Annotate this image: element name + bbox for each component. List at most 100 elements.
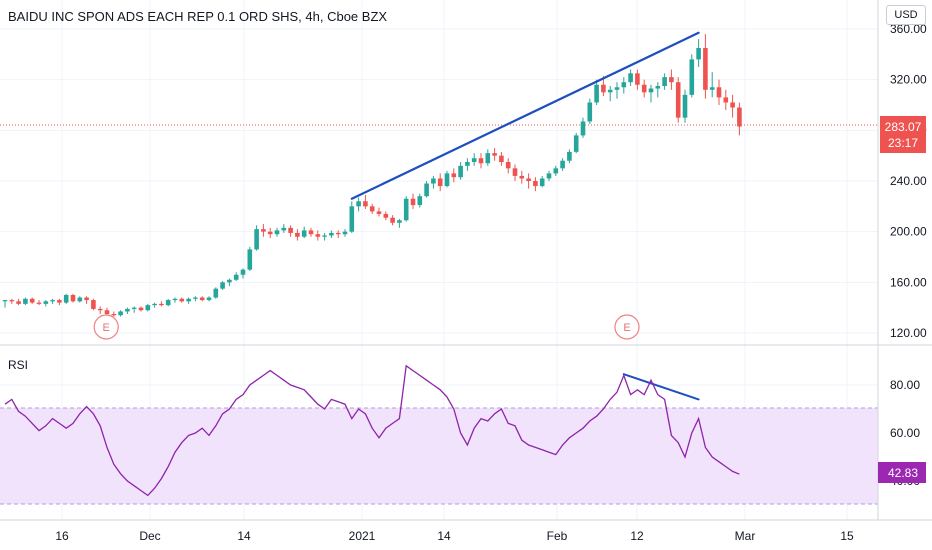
candle — [614, 82, 620, 99]
candle-body — [70, 295, 76, 302]
candle — [553, 165, 559, 176]
candle-body — [723, 97, 729, 103]
candle-body — [417, 196, 423, 206]
candle — [227, 278, 232, 287]
candle-body — [539, 178, 545, 187]
candle — [737, 102, 742, 136]
candle — [628, 69, 633, 86]
candle-body — [329, 232, 334, 236]
time-tick-label: 15 — [840, 529, 854, 543]
candle-body — [179, 298, 185, 302]
candle-body — [118, 311, 123, 316]
candle-body — [145, 305, 151, 311]
candle-body — [458, 165, 463, 178]
candle — [193, 296, 198, 302]
rsi-tick-label: 80.00 — [890, 378, 920, 392]
price-tick-label: 320.00 — [890, 73, 927, 87]
candle — [519, 170, 525, 184]
time-axis[interactable]: 16 Dec 14 2021 14 Feb 12 Mar 15 — [55, 529, 854, 543]
candle-body — [376, 211, 382, 214]
trendlines-group[interactable] — [350, 31, 700, 401]
currency-button[interactable]: USD — [886, 5, 926, 25]
rsi-trendline[interactable] — [622, 373, 700, 401]
candle — [621, 77, 627, 94]
candle — [703, 34, 708, 99]
candle — [281, 224, 287, 233]
candle-body — [193, 297, 198, 299]
candle — [641, 79, 647, 98]
candles-group — [2, 34, 742, 317]
candle — [91, 298, 96, 311]
candle — [383, 211, 389, 221]
candle-body — [655, 86, 661, 89]
candle-body — [397, 220, 402, 223]
candle — [451, 168, 457, 183]
candle — [444, 170, 450, 188]
candle — [138, 306, 144, 312]
earnings-label: E — [103, 322, 110, 334]
candle-body — [206, 297, 212, 301]
candle-body — [50, 300, 55, 302]
candle — [669, 69, 674, 90]
candle — [478, 153, 484, 169]
earnings-marker[interactable]: E — [93, 314, 119, 340]
rsi-pane-label[interactable]: RSI — [8, 358, 29, 372]
candle-body — [322, 235, 327, 237]
candle — [111, 311, 117, 317]
candle-body — [669, 77, 674, 83]
candle-body — [152, 303, 157, 306]
candle — [36, 300, 42, 306]
candle-body — [29, 298, 35, 303]
candle-body — [580, 121, 586, 136]
candle — [390, 215, 395, 226]
candle-body — [641, 84, 647, 93]
candle-body — [186, 298, 191, 302]
candle-body — [696, 48, 701, 60]
time-tick-label: 12 — [630, 529, 644, 543]
candle-body — [227, 279, 232, 283]
earnings-marker[interactable]: E — [614, 314, 640, 340]
candle — [369, 203, 375, 214]
time-tick-label: 16 — [55, 529, 69, 543]
candle-body — [295, 232, 300, 237]
candle — [186, 297, 191, 304]
time-tick-label: 14 — [237, 529, 251, 543]
candle-body — [560, 160, 565, 169]
candle-body — [77, 297, 83, 302]
candle — [397, 219, 402, 228]
candle — [648, 84, 654, 103]
candle-body — [526, 178, 531, 181]
candle — [97, 306, 103, 314]
candle — [329, 230, 334, 238]
candle-body — [254, 229, 259, 250]
candle — [539, 175, 545, 188]
candle-body — [288, 227, 293, 233]
candle — [57, 298, 62, 306]
candle — [471, 153, 477, 166]
candle — [261, 224, 266, 237]
candle-body — [682, 94, 688, 118]
candle — [356, 197, 361, 212]
candle — [410, 193, 416, 209]
chart-title: BAIDU INC SPON ADS EACH REP 0.1 ORD SHS,… — [8, 9, 388, 24]
price-trendline[interactable] — [350, 31, 700, 200]
candle — [29, 297, 35, 304]
candle — [295, 229, 300, 241]
earnings-label: E — [623, 322, 630, 334]
candle-body — [240, 269, 246, 275]
candle-body — [519, 175, 525, 179]
price-tick-label: 200.00 — [890, 225, 927, 239]
candle — [696, 39, 701, 67]
candle — [335, 230, 341, 238]
candle-body — [131, 307, 137, 309]
candle — [682, 89, 688, 123]
candle — [716, 79, 722, 105]
price-tick-label: 120.00 — [890, 326, 927, 340]
price-axis[interactable]: 360.00320.00280.00240.00200.00160.00120.… — [890, 22, 927, 340]
candle — [560, 158, 565, 171]
candle — [465, 158, 470, 171]
price-tick-label: 240.00 — [890, 174, 927, 188]
candle — [125, 307, 130, 314]
